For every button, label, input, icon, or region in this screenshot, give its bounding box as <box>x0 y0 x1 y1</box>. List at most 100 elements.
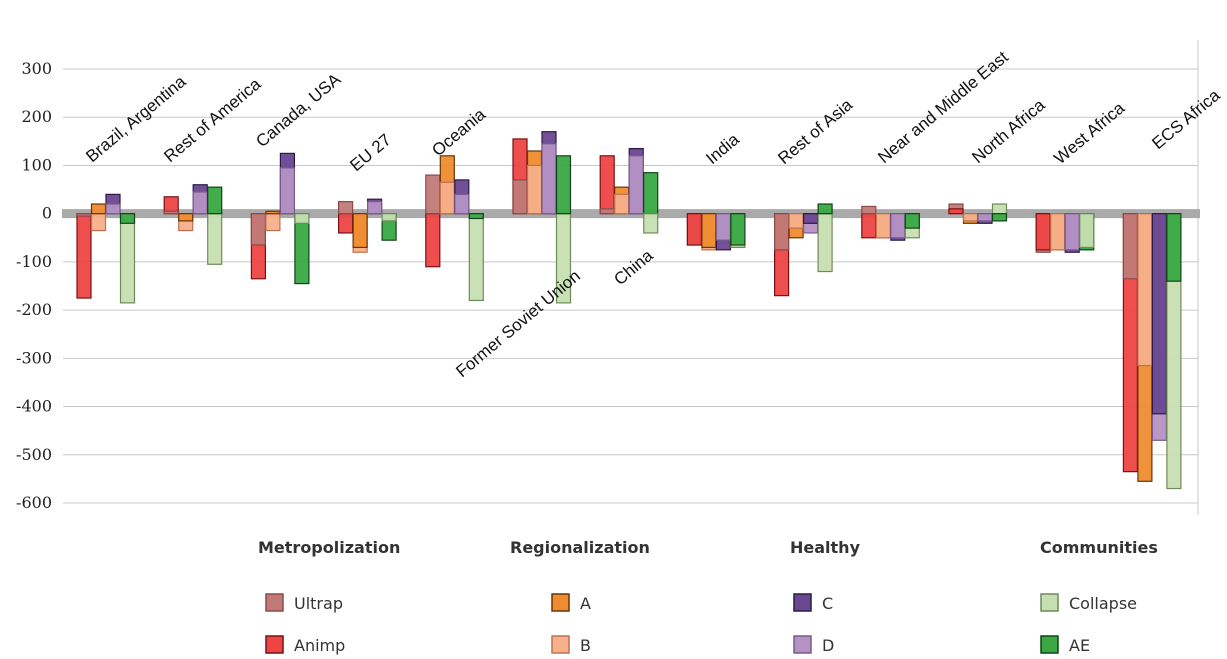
y-tick-label: 0 <box>42 204 52 223</box>
bar-d <box>890 213 906 239</box>
bar-animp <box>425 213 441 268</box>
y-tick-label: 100 <box>21 155 52 174</box>
region-label-west-africa: West Africa <box>1050 98 1128 168</box>
bar-d <box>367 201 383 215</box>
bar-b <box>875 213 891 239</box>
bar-b <box>1137 213 1153 367</box>
bar-d <box>192 191 208 215</box>
bar-ultrap <box>512 179 528 215</box>
bar-ultrap <box>861 205 877 215</box>
legend-swatch-d <box>793 635 812 654</box>
region-label-north-africa: North Africa <box>968 95 1049 167</box>
bar-ultrap <box>425 174 441 215</box>
bar-d <box>454 193 470 215</box>
region-label-eu-27: EU 27 <box>346 130 394 175</box>
bar-collapse <box>119 213 136 304</box>
bar-a <box>90 203 107 215</box>
legend-swatch-ae <box>1040 635 1059 654</box>
bar-animp <box>1035 213 1051 251</box>
region-label-ecs-africa: ECS Africa <box>1148 85 1224 153</box>
bar-collapse <box>207 213 223 265</box>
bar-ae <box>817 203 833 215</box>
bar-d <box>105 203 121 215</box>
bar-b <box>1050 213 1066 251</box>
bar-animp <box>599 155 615 215</box>
legend-label-a: A <box>580 594 591 613</box>
y-tick-label: -300 <box>16 348 52 367</box>
y-tick-label: -500 <box>16 445 52 464</box>
bar-ultrap <box>250 213 266 246</box>
bar-a <box>352 213 368 249</box>
bar-collapse <box>294 213 310 224</box>
legend-group-regionalization: Regionalization <box>510 538 650 557</box>
bar-ae <box>294 213 310 285</box>
bar-c <box>1151 213 1168 415</box>
bar-b <box>265 213 281 232</box>
bar-ae <box>643 172 659 215</box>
bar-a <box>701 213 717 249</box>
bar-b <box>788 213 804 229</box>
y-tick-label: -200 <box>16 300 52 319</box>
y-tick-label: 300 <box>21 59 52 78</box>
bar-animp <box>76 213 92 299</box>
bar-ae <box>468 213 484 220</box>
legend-label-c: C <box>822 594 833 613</box>
bar-ultrap <box>76 213 92 217</box>
y-axis: 300 200 100 0 -100 -200 -300 -400 -500 -600 <box>16 59 52 512</box>
bar-d <box>715 213 732 241</box>
bar-d <box>628 155 644 215</box>
bar-ae <box>991 213 1008 222</box>
bar-ae <box>555 155 572 215</box>
region-label-canada-usa: Canada, USA <box>252 69 344 151</box>
bar-collapse <box>643 213 659 234</box>
legend-swatch-ultrap <box>265 593 284 612</box>
region-label-india: India <box>702 129 743 168</box>
bar-ultrap <box>163 210 179 215</box>
legend-group-communities: Communities <box>1040 538 1158 557</box>
bar-a <box>265 210 281 215</box>
bar-b <box>90 213 107 232</box>
bar-b <box>962 213 979 222</box>
bar-animp <box>338 213 354 234</box>
bar-d <box>1064 213 1080 251</box>
bar-ae <box>904 213 920 229</box>
bar-b <box>614 193 630 215</box>
bar-collapse <box>817 213 833 273</box>
region-label-rest-of-asia: Rest of Asia <box>774 95 856 168</box>
bar-b <box>526 164 543 215</box>
bar-ae <box>207 186 223 215</box>
bar-ultrap <box>773 213 790 251</box>
bar-ultrap <box>599 208 615 215</box>
y-tick-label: -600 <box>16 493 52 512</box>
bar-a <box>178 213 194 222</box>
bar-d <box>279 167 295 215</box>
bar-collapse <box>468 213 484 302</box>
legend-group-metropolization: Metropolization <box>258 538 400 557</box>
legend-swatch-c <box>793 593 812 612</box>
bars <box>76 131 1182 490</box>
bar-animp <box>861 213 877 239</box>
legend-swatch-a <box>551 593 570 612</box>
bar-ae <box>730 213 746 246</box>
legend-group-healthy: Healthy <box>790 538 861 557</box>
region-label-oceania: Oceania <box>428 104 489 160</box>
legend-swatch-b <box>551 635 570 654</box>
bar-ultrap <box>1122 213 1139 280</box>
region-label-china: China <box>610 246 657 289</box>
legend: Metropolization Ultrap Animp Regionalizatio… <box>258 538 1158 655</box>
legend-swatch-animp <box>265 635 284 654</box>
legend-label-animp: Animp <box>294 636 345 655</box>
bar-d <box>977 213 993 222</box>
bar-ultrap <box>338 201 354 215</box>
legend-label-collapse: Collapse <box>1069 594 1137 613</box>
bar-collapse <box>991 203 1008 215</box>
legend-label-ae: AE <box>1069 636 1090 655</box>
y-tick-label: 200 <box>21 107 52 126</box>
bar-ae <box>1166 213 1182 282</box>
legend-label-ultrap: Ultrap <box>294 594 343 613</box>
bar-collapse <box>381 213 397 222</box>
bar-c <box>802 213 819 224</box>
bar-collapse <box>1079 213 1095 249</box>
bar-animp <box>686 213 703 246</box>
